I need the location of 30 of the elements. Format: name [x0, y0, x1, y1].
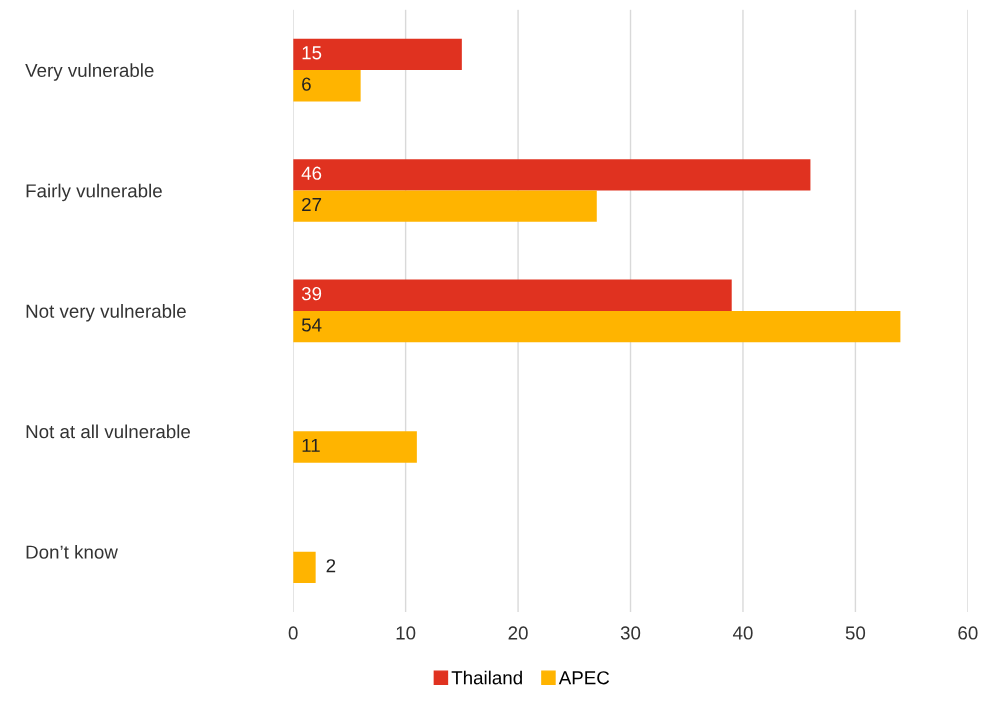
bar: [293, 70, 361, 102]
y-tick-label: Fairly vulnerable: [26, 183, 162, 202]
bar: [293, 38, 462, 71]
y-tick-label: Very vulnerable: [25, 63, 154, 81]
data-label: 39: [301, 287, 322, 301]
y-tick-label: Not at all vulnerable: [26, 424, 190, 439]
data-label: 15: [302, 46, 322, 60]
bar: [293, 551, 316, 584]
x-tick-label: 10: [396, 626, 416, 640]
y-tick-label: Not very vulnerable: [26, 304, 186, 322]
bar: [293, 159, 811, 191]
data-label: 6: [302, 77, 311, 91]
bar: [293, 190, 597, 222]
legend-label: Thailand: [451, 670, 522, 685]
bar: [293, 431, 417, 463]
x-tick-label: 20: [508, 626, 528, 640]
legend-label: APEC: [558, 671, 610, 685]
data-label: 27: [302, 197, 322, 211]
data-label: 46: [301, 166, 322, 180]
data-label: 11: [302, 438, 320, 452]
x-tick-label: 30: [620, 626, 641, 640]
x-tick-label: 60: [958, 626, 978, 640]
y-tick-label: Don’t know: [26, 544, 118, 559]
data-label: 2: [326, 559, 336, 573]
x-tick-label: 40: [732, 626, 753, 640]
bar: [293, 310, 901, 343]
x-tick-label: 50: [845, 626, 866, 640]
bar: [293, 279, 732, 311]
x-tick-label: 0: [288, 626, 298, 640]
data-label: 54: [301, 318, 322, 332]
